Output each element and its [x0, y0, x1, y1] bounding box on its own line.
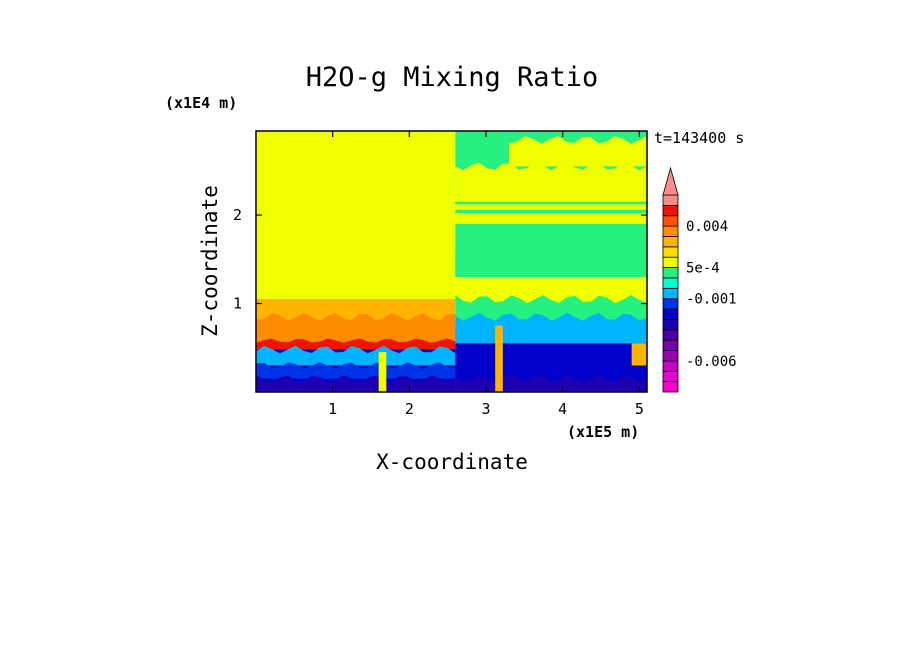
colorbar-band-13: [662, 246, 679, 258]
y-ticks: 12: [233, 206, 647, 313]
contour-band-6: [455, 312, 647, 344]
plot-frame: [255, 130, 648, 393]
chart-title: H2O-g Mixing Ratio: [306, 62, 599, 93]
contour-band-4: [455, 250, 647, 277]
colorbar-band-4: [662, 339, 679, 351]
y-tick-label-0: 1: [233, 295, 242, 313]
colorbar-band-17: [662, 204, 679, 217]
x-ticks: 1 2 3 4 5: [328, 131, 644, 418]
contour-band-8: [256, 338, 456, 350]
colorbar-band-5: [662, 329, 679, 341]
plot-features: [256, 135, 647, 392]
region-0: [256, 131, 456, 300]
colorbar-tick-label-2: -0.001: [686, 292, 737, 308]
colorbar: [662, 166, 679, 393]
x-tick-label-0: 1: [328, 400, 337, 418]
colorbar-band-1: [662, 370, 679, 383]
x-axis-label: X-coordinate: [376, 450, 528, 474]
contour-band-9: [256, 345, 456, 366]
y-tick-label-1: 2: [233, 206, 242, 224]
colorbar-band-18: [662, 194, 679, 206]
x-tick-label-3: 4: [558, 400, 567, 418]
contour-band-0: [455, 162, 647, 224]
contour-band-10: [256, 362, 456, 379]
contour-band-11: [256, 375, 456, 392]
contour-band-1: [509, 135, 647, 167]
contour-band-13: [378, 352, 387, 392]
colorbar-band-6: [662, 319, 679, 331]
contour-band-3: [455, 201, 647, 205]
colorbar-band-10: [662, 277, 679, 289]
x-tick-label-2: 3: [481, 400, 490, 418]
x-tick-label-1: 2: [405, 400, 414, 418]
colorbar-extend-arrow: [662, 166, 679, 196]
colorbar-band-11: [662, 267, 679, 279]
y-axis-label: Z-coordinate: [198, 185, 222, 337]
colorbar-band-9: [662, 287, 679, 300]
colorbar-ticks: 0.004 5e-4 -0.001 -0.006: [686, 219, 737, 370]
colorbar-band-8: [662, 298, 679, 310]
colorbar-band-12: [662, 256, 679, 268]
time-label: t=143400 s: [654, 129, 744, 147]
y-scale-label: (x1E4 m): [165, 94, 237, 112]
colorbar-tick-label-1: 5e-4: [686, 261, 720, 277]
contour-band-2: [455, 209, 647, 214]
colorbar-band-0: [662, 381, 679, 393]
colorbar-band-14: [662, 236, 679, 248]
colorbar-band-16: [662, 215, 679, 227]
x-scale-label: (x1E5 m): [567, 423, 639, 441]
contour-band-14: [495, 325, 503, 392]
colorbar-band-15: [662, 225, 679, 237]
colorbar-tick-label-0: 0.004: [686, 219, 728, 235]
colorbar-band-7: [662, 308, 679, 320]
contour-band-15: [631, 343, 647, 366]
x-tick-label-4: 5: [635, 400, 644, 418]
colorbar-tick-label-3: -0.006: [686, 354, 737, 370]
colorbar-band-2: [662, 360, 679, 372]
colorbar-band-3: [662, 350, 679, 362]
contour-band-12: [455, 375, 647, 392]
contour-band-7: [256, 312, 456, 344]
